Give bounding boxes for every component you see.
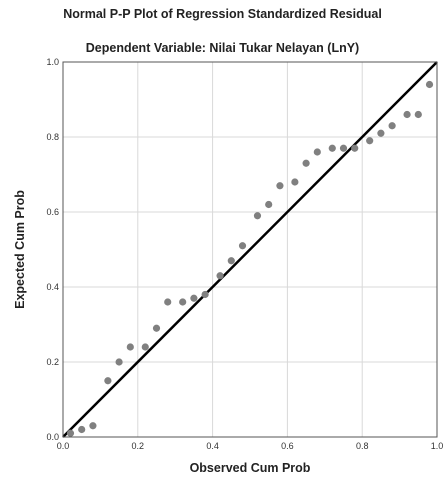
data-points xyxy=(66,80,434,437)
y-tick-label: 0.2 xyxy=(46,357,59,367)
x-tick-label: 0.4 xyxy=(206,441,219,451)
chart-subtitle: Dependent Variable: Nilai Tukar Nelayan … xyxy=(85,41,360,55)
data-point xyxy=(377,129,385,137)
data-point xyxy=(190,294,198,302)
data-point xyxy=(253,212,262,220)
y-tick-label: 0.4 xyxy=(46,282,59,292)
y-tick-label: 0.6 xyxy=(46,207,59,217)
x-tick-label: 0.2 xyxy=(132,441,145,451)
data-point xyxy=(152,324,161,332)
x-tick-label: 1.0 xyxy=(431,441,444,451)
chart-title: Normal P-P Plot of Regression Standardiz… xyxy=(63,7,382,21)
data-point xyxy=(291,178,299,186)
x-tick-label: 0.0 xyxy=(57,441,70,451)
data-point xyxy=(302,159,310,167)
data-point xyxy=(328,144,336,152)
data-point xyxy=(227,257,235,265)
data-point xyxy=(403,110,411,119)
data-point xyxy=(388,122,396,130)
data-point xyxy=(115,358,123,366)
data-point xyxy=(66,429,75,437)
x-axis-label: Observed Cum Prob xyxy=(190,461,311,475)
y-tick-label: 0.0 xyxy=(46,432,59,442)
data-point xyxy=(78,425,86,434)
data-point xyxy=(425,80,434,89)
data-point xyxy=(339,144,348,152)
y-tick-label: 1.0 xyxy=(46,57,59,67)
data-point xyxy=(366,137,374,145)
data-point xyxy=(414,110,422,119)
reference-diagonal-line xyxy=(62,61,438,438)
tick-labels: 0.0 0.2 0.4 0.6 0.8 1.0 0.0 0.2 0.4 0.6 0.8 1.0 xyxy=(46,57,443,451)
data-point xyxy=(179,298,187,306)
x-tick-label: 0.6 xyxy=(281,441,294,451)
data-point xyxy=(265,200,273,209)
data-point xyxy=(126,343,134,351)
data-point xyxy=(313,148,321,156)
data-point xyxy=(201,290,209,299)
plot-frame xyxy=(62,61,438,438)
data-point xyxy=(216,272,224,280)
data-point xyxy=(164,298,172,306)
y-axis-label: Expected Cum Prob xyxy=(13,190,27,309)
data-point xyxy=(351,144,359,152)
x-tick-label: 0.8 xyxy=(356,441,369,451)
data-point xyxy=(89,422,97,430)
data-point xyxy=(141,343,149,351)
y-tick-label: 0.8 xyxy=(46,132,59,142)
data-point xyxy=(276,182,284,190)
data-point xyxy=(104,377,112,385)
data-point xyxy=(238,242,247,250)
